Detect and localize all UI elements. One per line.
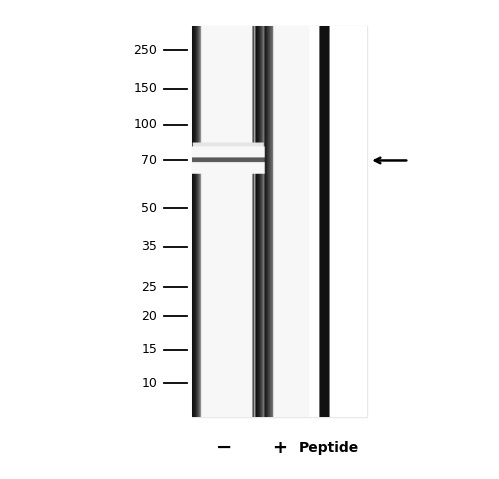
Text: 20: 20 [141, 309, 157, 323]
Text: 35: 35 [141, 240, 157, 253]
Text: 25: 25 [141, 281, 157, 294]
Text: 10: 10 [141, 376, 157, 390]
Text: 100: 100 [133, 118, 157, 131]
Text: −: − [217, 438, 233, 457]
Text: 15: 15 [141, 343, 157, 356]
Text: 50: 50 [141, 202, 157, 215]
Text: +: + [272, 439, 287, 457]
Text: Peptide: Peptide [299, 441, 359, 455]
Text: 70: 70 [141, 154, 157, 167]
Text: 150: 150 [133, 82, 157, 95]
Bar [192, 26, 367, 417]
Text: 250: 250 [133, 44, 157, 57]
